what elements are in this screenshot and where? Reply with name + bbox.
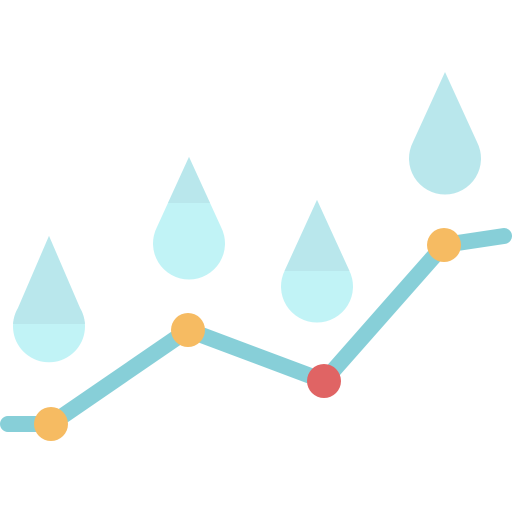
data-point [34,407,68,441]
data-point [171,313,205,347]
water-drop-icon [153,157,225,279]
water-drop-icon [13,236,85,362]
water-drop-icon [281,200,353,322]
data-point [427,228,461,262]
data-point-highlight [307,364,341,398]
water-drop-icon [409,72,481,194]
